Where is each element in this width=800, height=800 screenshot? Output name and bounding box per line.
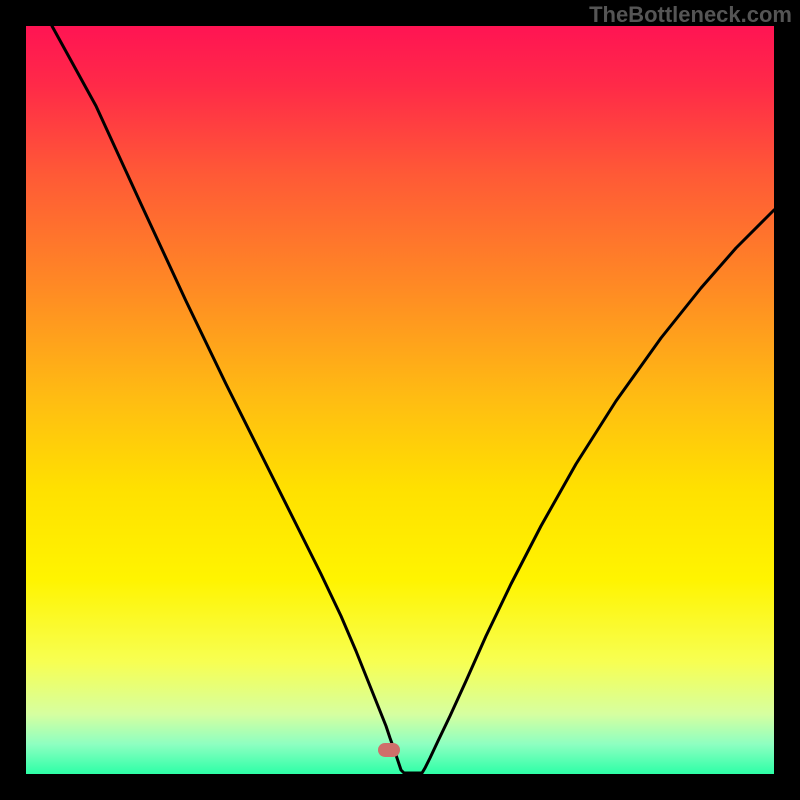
- border-bottom: [0, 774, 800, 800]
- border-left: [0, 0, 26, 800]
- watermark-text: TheBottleneck.com: [589, 2, 792, 28]
- chart-frame: TheBottleneck.com: [0, 0, 800, 800]
- border-right: [774, 0, 800, 800]
- minimum-marker: [378, 743, 400, 757]
- plot-area: [26, 26, 774, 774]
